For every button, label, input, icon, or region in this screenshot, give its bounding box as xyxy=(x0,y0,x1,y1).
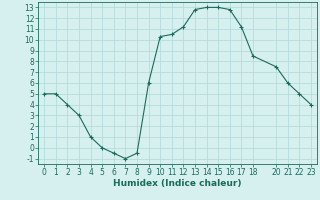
X-axis label: Humidex (Indice chaleur): Humidex (Indice chaleur) xyxy=(113,179,242,188)
